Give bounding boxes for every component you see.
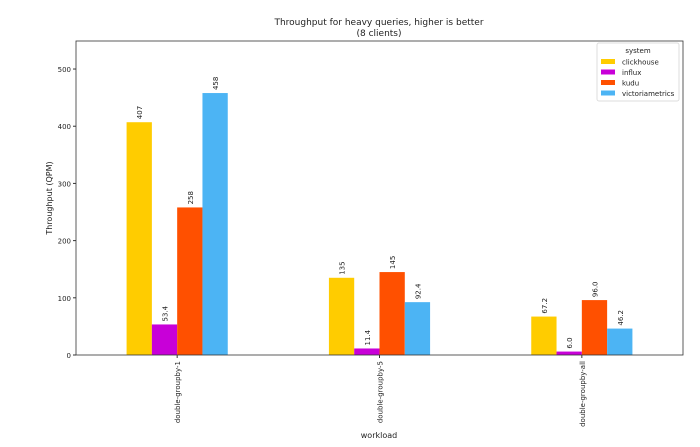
chart-title: Throughput for heavy queries, higher is …	[273, 18, 483, 28]
bar-influx-double-groupby-1	[151, 324, 178, 355]
legend-swatch-kudu	[601, 80, 615, 85]
data-label: 96.0	[591, 281, 599, 297]
data-label: 67.2	[541, 298, 549, 314]
legend-label: kudu	[622, 80, 639, 88]
x-tick-label: double-groupby-all	[579, 361, 587, 427]
data-label: 135	[339, 261, 347, 274]
bar-victoriametrics-double-groupby-1	[202, 93, 228, 355]
data-label: 6.0	[566, 337, 574, 348]
x-axis-label: workload	[361, 431, 397, 440]
y-tick-label: 200	[58, 238, 71, 246]
y-axis-label: Throughput (QPM)	[45, 161, 54, 235]
data-label: 258	[187, 191, 195, 204]
data-label: 458	[212, 77, 220, 90]
data-label: 11.4	[364, 329, 372, 345]
legend: system clickhouse influx kudu victoriametric…	[596, 42, 680, 102]
bar-influx-double-groupby-all	[556, 351, 582, 355]
bar-clickhouse-double-groupby-1	[126, 122, 152, 355]
x-tick-label: double-groupby-5	[377, 361, 385, 423]
y-tick-label: 500	[58, 66, 71, 74]
data-label: 407	[136, 106, 144, 119]
bar-kudu-double-groupby-1	[177, 207, 203, 355]
y-tick-label: 100	[58, 295, 71, 303]
bars: 407 135 67.2 53.4 11.4 6.0 258 145 96.0 458 92.4 46…	[126, 77, 633, 355]
legend-swatch-victoriametrics	[601, 90, 615, 96]
chart-subtitle: (8 clients)	[356, 29, 401, 39]
y-tick-label: 0	[67, 352, 71, 360]
legend-swatch-clickhouse	[601, 59, 615, 64]
y-tick-label: 400	[58, 123, 71, 131]
x-tick-label: double-groupby-1	[174, 361, 182, 423]
legend-label: victoriametrics	[622, 90, 675, 98]
legend-label: influx	[622, 69, 641, 77]
legend-title: system	[625, 47, 650, 55]
bar-victoriametrics-double-groupby-5	[404, 302, 431, 355]
bar-victoriametrics-double-groupby-all	[607, 328, 633, 355]
bar-clickhouse-double-groupby-5	[328, 277, 355, 355]
bar-influx-double-groupby-5	[354, 348, 380, 355]
axes: 0 100 200 300 400 500 double-groupby-1 double-g…	[58, 40, 684, 427]
bar-kudu-double-groupby-5	[379, 272, 405, 355]
legend-label: clickhouse	[622, 59, 659, 67]
bar-kudu-double-groupby-all	[581, 300, 608, 355]
legend-swatch-influx	[601, 69, 615, 75]
y-tick-label: 300	[58, 180, 71, 188]
legend-box	[596, 42, 680, 102]
bar-clickhouse-double-groupby-all	[531, 316, 557, 355]
data-label: 145	[389, 256, 397, 269]
data-label: 92.4	[414, 283, 422, 299]
data-label: 46.2	[617, 310, 625, 326]
data-label: 53.4	[162, 305, 170, 321]
